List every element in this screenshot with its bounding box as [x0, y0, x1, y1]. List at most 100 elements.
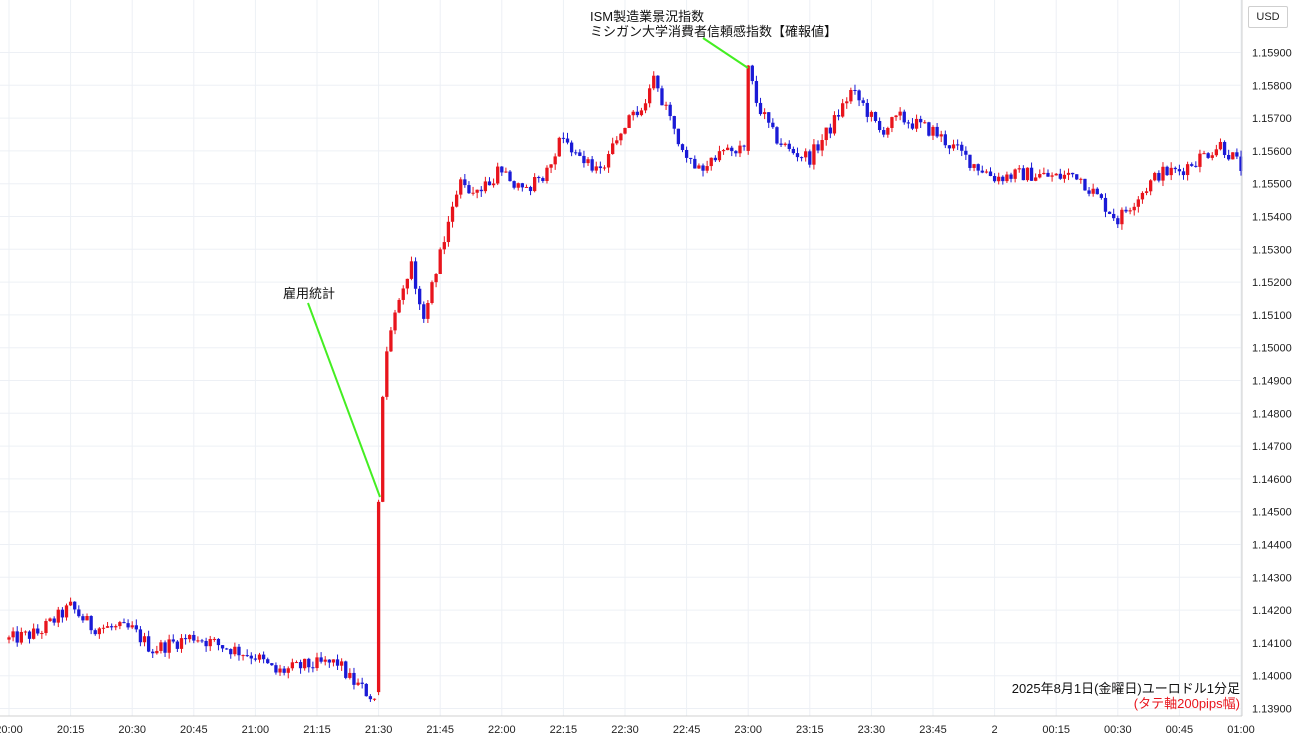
candle-body: [356, 682, 360, 685]
candle-body: [1062, 174, 1067, 179]
candle-body: [348, 672, 352, 678]
price-tick-label: 1.15600: [1252, 146, 1292, 158]
candle-body: [841, 103, 845, 117]
candle-body: [93, 630, 97, 635]
candle-body: [553, 156, 557, 165]
candle-body: [467, 185, 471, 194]
candle-body: [742, 145, 746, 147]
candle-body: [368, 696, 373, 700]
candle-body: [475, 189, 479, 193]
candle-body: [1029, 167, 1034, 181]
candle-body: [89, 616, 93, 631]
price-tick-label: 1.15200: [1252, 277, 1292, 289]
candle-body: [15, 631, 19, 643]
candle-body: [652, 75, 656, 89]
price-tick-label: 1.14300: [1252, 572, 1292, 584]
candle-body: [619, 133, 623, 141]
candle-body: [836, 115, 841, 117]
candle-body: [865, 102, 869, 117]
candle-body: [290, 662, 295, 669]
candle-body: [914, 118, 919, 129]
candle-body: [418, 288, 422, 305]
candle-body: [31, 628, 36, 639]
candle-body: [660, 88, 664, 106]
candle-body: [1091, 188, 1095, 194]
candle-body: [319, 657, 323, 662]
candle-body: [1009, 174, 1013, 179]
candle-body: [980, 170, 984, 173]
candle-body: [77, 609, 81, 617]
candle-body: [81, 616, 85, 621]
candle-body: [1194, 165, 1198, 167]
candle-body: [397, 299, 401, 313]
candle-body: [1070, 172, 1075, 175]
candle-body: [335, 659, 340, 666]
candle-body: [1079, 178, 1083, 180]
candle-body: [882, 130, 886, 135]
candle-body: [886, 127, 890, 135]
candle-body: [713, 157, 717, 161]
candle-body: [56, 609, 60, 623]
candle-body: [1128, 210, 1132, 212]
candle-body: [204, 640, 208, 647]
candle-body: [500, 166, 504, 173]
candle-body: [1001, 176, 1005, 182]
candle-body: [1099, 194, 1104, 198]
ism-annotation-line: [702, 37, 749, 69]
candle-body: [487, 181, 492, 186]
candle-body: [450, 206, 455, 222]
candle-body: [229, 649, 233, 655]
candle-body: [274, 665, 278, 673]
candle-body: [1075, 174, 1079, 180]
candle-body: [68, 601, 73, 606]
candle-body: [385, 351, 389, 397]
candle-body: [155, 650, 159, 654]
candle-body: [557, 137, 561, 157]
candle-body: [409, 261, 414, 279]
candle-body: [1021, 168, 1025, 181]
candle-body: [1231, 152, 1235, 160]
candle-body: [1239, 156, 1243, 171]
candle-body: [615, 140, 619, 144]
candle-body: [919, 118, 923, 123]
candle-body: [52, 618, 56, 623]
candle-body: [1054, 173, 1058, 176]
candle-body: [1157, 172, 1161, 181]
candle-body: [524, 186, 529, 188]
candle-body: [565, 138, 570, 143]
currency-button[interactable]: USD: [1248, 6, 1288, 28]
candle-body: [791, 148, 796, 154]
candle-body: [795, 153, 800, 158]
time-tick-label: 00:45: [1166, 724, 1194, 736]
candle-body: [812, 144, 816, 165]
candle-body: [220, 645, 225, 649]
candle-body: [783, 143, 787, 145]
candle-body: [142, 636, 147, 643]
candle-body: [947, 145, 952, 149]
candle-body: [951, 144, 956, 149]
candle-body: [1046, 172, 1050, 177]
candle-body: [508, 171, 512, 182]
candle-body: [639, 110, 644, 116]
candle-body: [582, 155, 586, 164]
candle-body: [972, 164, 976, 168]
chart-grid: [0, 0, 1242, 716]
candle-body: [668, 104, 672, 117]
candle-body: [520, 183, 524, 188]
price-tick-label: 1.15300: [1252, 244, 1292, 256]
candle-body: [1222, 141, 1227, 155]
candle-body: [23, 631, 28, 633]
candle-body: [676, 128, 681, 145]
time-tick-label: 01:00: [1227, 724, 1255, 736]
candle-body: [779, 143, 783, 145]
candle-body: [1202, 153, 1206, 155]
candle-body: [196, 640, 200, 642]
candle-body: [1214, 149, 1219, 156]
candle-body: [664, 104, 668, 106]
candle-body: [1124, 209, 1128, 212]
candle-body: [1107, 211, 1112, 214]
candle-body: [734, 151, 738, 154]
candle-body: [824, 127, 828, 141]
candle-body: [307, 658, 311, 668]
candle-body: [1025, 167, 1030, 181]
